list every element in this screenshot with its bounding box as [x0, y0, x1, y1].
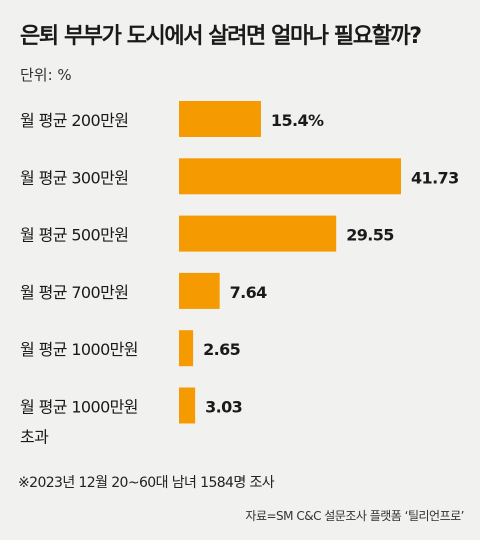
bar [179, 330, 194, 367]
value-label: 41.73 [411, 168, 459, 187]
value-label: 15.4% [271, 111, 324, 130]
value-label: 29.55 [346, 226, 394, 245]
chart-title: 은퇴 부부가 도시에서 살려면 얼마나 필요할까? [20, 24, 422, 49]
category-label-line2: 초과 [20, 428, 49, 447]
bar [179, 158, 401, 195]
category-label: 월 평균 200만원 [20, 111, 128, 130]
category-label: 월 평균 300만원 [20, 168, 128, 187]
unit-label: 단위: % [20, 66, 72, 84]
source-credit: 자료=SM C&C 설문조사 플랫폼 ‘틸리언프로’ [245, 509, 464, 523]
value-label: 7.64 [230, 283, 268, 302]
bar [179, 272, 220, 309]
bar-chart: 월 평균 200만원 15.4% 월 평균 300만원 41.73 월 평균 500만원… [20, 101, 459, 447]
value-label: 2.65 [203, 340, 241, 359]
survey-footnote: ※2023년 12월 20~60대 남녀 1584명 조사 [18, 475, 275, 491]
bar [179, 215, 337, 252]
category-label: 월 평균 1000만원 [20, 398, 138, 417]
category-label: 월 평균 500만원 [20, 226, 128, 245]
category-label: 월 평균 700만원 [20, 283, 128, 302]
value-label: 3.03 [205, 398, 242, 417]
category-label: 월 평균 1000만원 [20, 340, 138, 359]
bar [179, 387, 196, 424]
bar [179, 101, 261, 137]
